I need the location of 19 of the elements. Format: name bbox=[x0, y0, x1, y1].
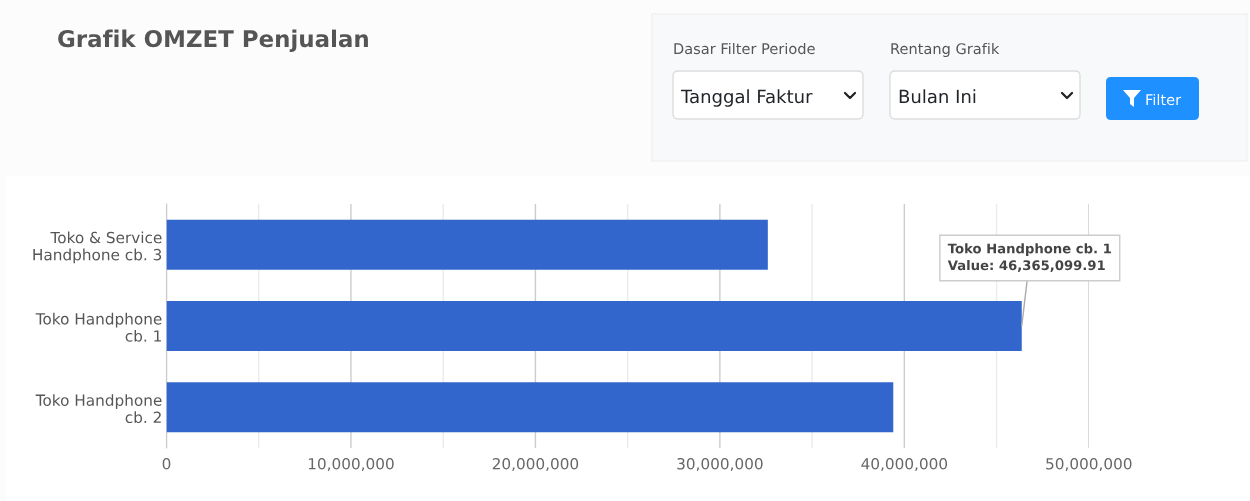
chart-title: Grafik OMZET Penjualan bbox=[58, 29, 368, 52]
bar bbox=[166, 382, 894, 433]
annotation: Toko Handphone cb. 1 Value: 46,365,099.91 bbox=[947, 243, 1111, 272]
text: Tanggal Faktur bbox=[680, 89, 813, 107]
y-tick-label: Toko Handphone cb. 2 bbox=[35, 394, 162, 424]
x-tick-label: 50,000,000 bbox=[1046, 457, 1132, 472]
x-tick-label: 10,000,000 bbox=[308, 457, 394, 472]
text: Bulan Ini bbox=[899, 89, 976, 104]
text: Filter bbox=[1146, 93, 1182, 106]
y-tick-label: Toko Handphone cb. 1 bbox=[35, 312, 162, 342]
text: Dasar Filter Periode bbox=[674, 42, 815, 55]
x-tick-label: 0 bbox=[162, 457, 171, 470]
text: Rentang Grafik bbox=[891, 42, 1000, 58]
bar bbox=[166, 219, 768, 270]
bar bbox=[166, 300, 1022, 352]
x-tick-label: 20,000,000 bbox=[492, 457, 579, 472]
y-tick-label: Toko & Service Handphone cb. 3 bbox=[33, 231, 162, 264]
x-tick-label: 30,000,000 bbox=[677, 457, 763, 472]
x-tick-label: 40,000,000 bbox=[861, 457, 948, 472]
